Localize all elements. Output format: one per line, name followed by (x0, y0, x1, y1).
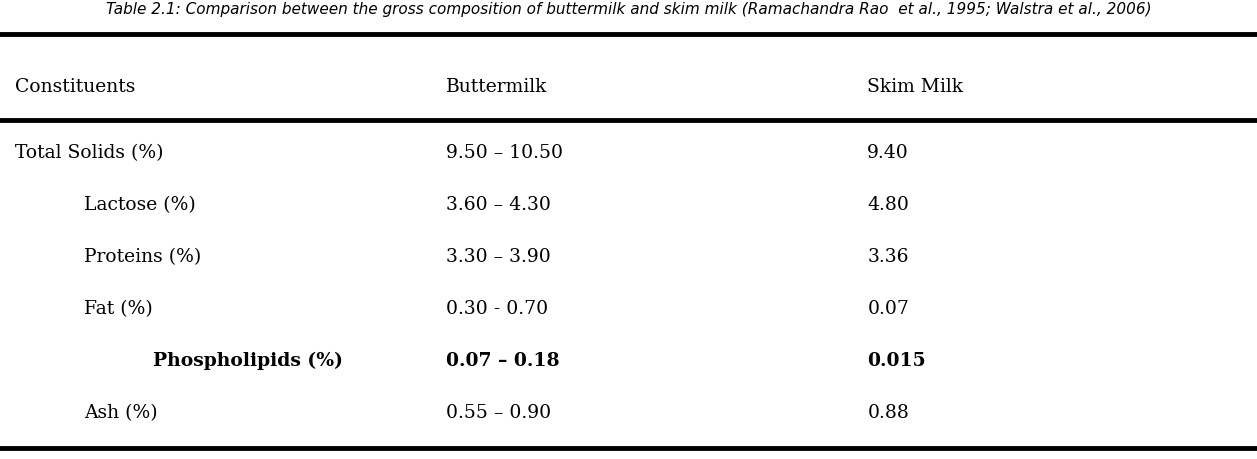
Text: 3.36: 3.36 (867, 248, 909, 266)
Text: Table 2.1: Comparison between the gross composition of buttermilk and skim milk : Table 2.1: Comparison between the gross … (106, 2, 1151, 17)
Text: 3.30 – 3.90: 3.30 – 3.90 (446, 248, 551, 266)
Text: Total Solids (%): Total Solids (%) (15, 144, 163, 162)
Text: Skim Milk: Skim Milk (867, 78, 963, 95)
Text: Phospholipids (%): Phospholipids (%) (153, 352, 343, 370)
Text: Lactose (%): Lactose (%) (84, 196, 196, 214)
Text: 0.015: 0.015 (867, 352, 926, 370)
Text: 0.55 – 0.90: 0.55 – 0.90 (446, 404, 552, 422)
Text: 0.30 - 0.70: 0.30 - 0.70 (446, 300, 548, 318)
Text: Constituents: Constituents (15, 78, 136, 95)
Text: Proteins (%): Proteins (%) (84, 248, 201, 266)
Text: 0.88: 0.88 (867, 404, 909, 422)
Text: 3.60 – 4.30: 3.60 – 4.30 (446, 196, 551, 214)
Text: Ash (%): Ash (%) (84, 404, 158, 422)
Text: 0.07: 0.07 (867, 300, 909, 318)
Text: Fat (%): Fat (%) (84, 300, 153, 318)
Text: 9.40: 9.40 (867, 144, 909, 162)
Text: 0.07 – 0.18: 0.07 – 0.18 (446, 352, 559, 370)
Text: 4.80: 4.80 (867, 196, 909, 214)
Text: 9.50 – 10.50: 9.50 – 10.50 (446, 144, 563, 162)
Text: Buttermilk: Buttermilk (446, 78, 548, 95)
